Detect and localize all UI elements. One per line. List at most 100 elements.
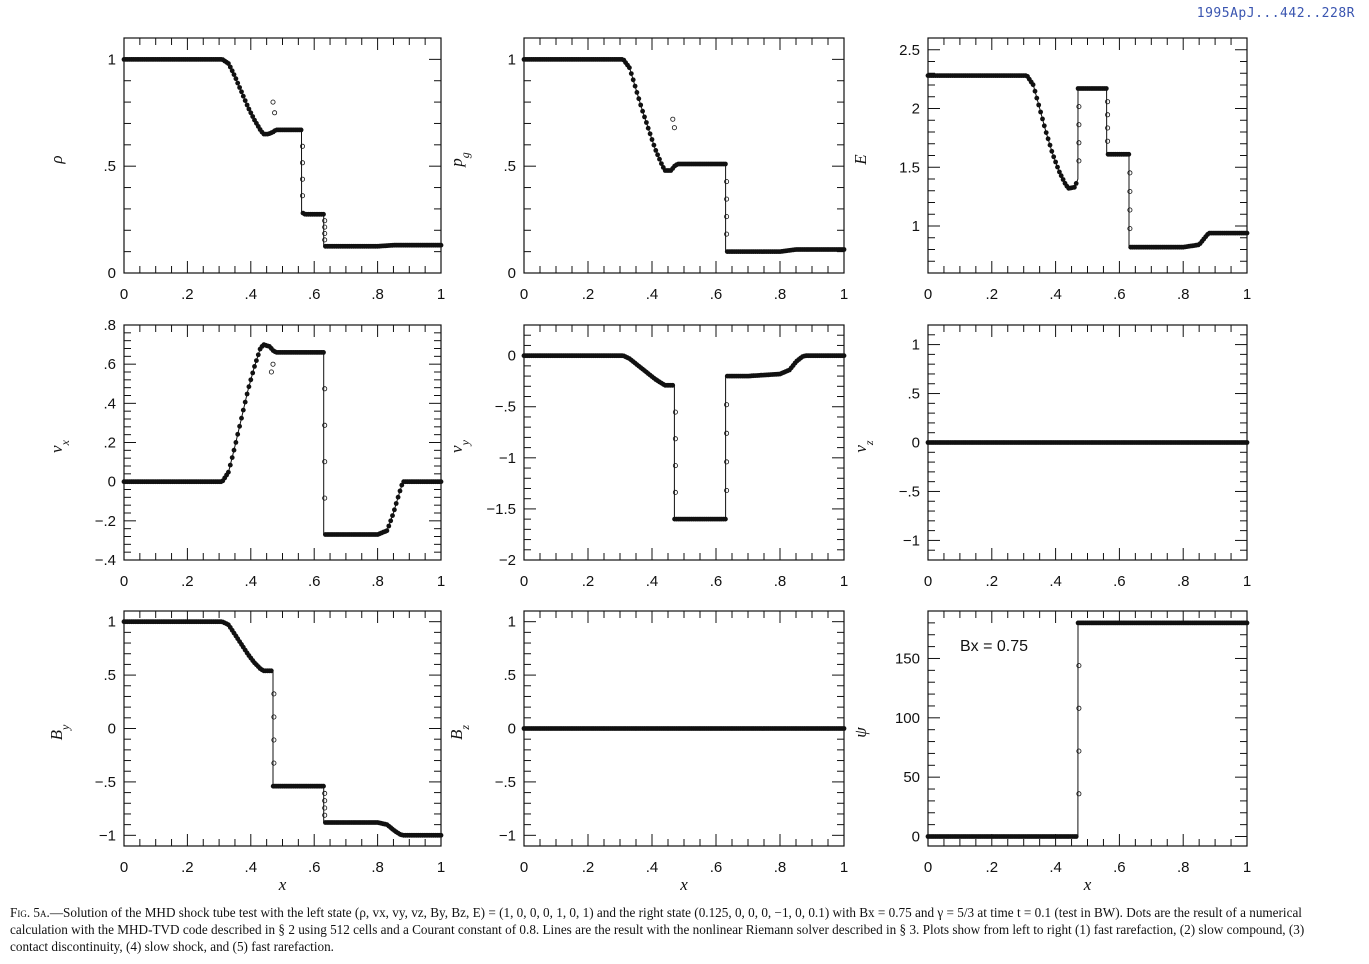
data-point — [642, 114, 647, 120]
data-point — [1049, 148, 1055, 154]
caption-text: —Solution of the MHD shock tube test wit… — [10, 905, 1305, 954]
data-point — [672, 409, 678, 415]
plot-frame — [927, 37, 1248, 274]
y-tick-label: −.4 — [95, 552, 116, 569]
data-point — [672, 436, 678, 442]
y-tick-label: 1 — [912, 337, 920, 354]
x-tick-label: 0 — [924, 859, 932, 876]
data-point — [1127, 170, 1133, 176]
y-tick-label: −.5 — [95, 774, 116, 791]
data-point — [1244, 620, 1250, 626]
tvd-dots — [521, 353, 847, 522]
y-tick-label: 0 — [508, 348, 516, 365]
y-tick-label: −1 — [499, 450, 516, 467]
y-axis-label: E — [851, 154, 870, 166]
riemann-solution-line — [124, 344, 441, 535]
panel-5: 0 .2 .4 .6 .8 1 −2 −1.5 −1 −.5 0 vy — [447, 324, 848, 590]
x-tick-label: 1 — [840, 286, 848, 303]
data-point — [1041, 123, 1047, 129]
data-point — [250, 370, 256, 376]
data-point — [392, 507, 397, 513]
x-tick-label: .2 — [986, 573, 999, 590]
y-tick-label: 0 — [508, 721, 516, 738]
data-point — [671, 125, 677, 131]
data-point — [242, 98, 248, 103]
x-tick-label: 0 — [120, 859, 128, 876]
data-point — [651, 142, 657, 148]
x-tick-label: 1 — [437, 573, 445, 590]
x-tick-label: .2 — [181, 573, 194, 590]
riemann-solution-line — [928, 75, 1247, 248]
data-point — [670, 382, 676, 388]
y-tick-label: 100 — [895, 710, 920, 727]
data-point — [724, 459, 730, 465]
x-tick-label: .2 — [181, 286, 194, 303]
data-point — [1047, 142, 1053, 148]
data-point — [647, 131, 653, 137]
bibcode-stamp: 1995ApJ...442..228R — [1196, 6, 1355, 21]
panel-6: 0 .2 .4 .6 .8 1 −1 −.5 0 .5 1 vz — [851, 324, 1251, 590]
data-point — [322, 812, 328, 818]
y-tick-label: .8 — [103, 317, 116, 334]
x-tick-label: .2 — [582, 286, 595, 303]
data-point — [270, 99, 276, 105]
data-point — [272, 110, 278, 116]
bx-annotation: Bx = 0.75 — [960, 638, 1028, 655]
y-tick-label: 2 — [912, 101, 920, 118]
x-tick-label: 0 — [520, 573, 528, 590]
x-tick-label: .6 — [710, 573, 723, 590]
y-tick-label: 0 — [108, 721, 116, 738]
x-tick-label: .8 — [371, 286, 384, 303]
data-point — [227, 462, 233, 468]
y-tick-label: −1.5 — [486, 501, 516, 518]
data-point — [231, 447, 237, 453]
y-tick-label: −2 — [499, 552, 516, 569]
data-point — [254, 358, 259, 363]
x-tick-label: 1 — [1243, 286, 1251, 303]
data-point — [1073, 834, 1079, 839]
y-tick-label: 0 — [508, 265, 516, 282]
x-tick-label: .6 — [1113, 573, 1126, 590]
data-point — [322, 218, 328, 224]
riemann-solution-line — [124, 58, 441, 247]
x-tick-label: .8 — [371, 859, 384, 876]
data-point — [246, 384, 252, 390]
x-tick-label: .4 — [1049, 859, 1062, 876]
x-tick-label: 0 — [520, 859, 528, 876]
data-point — [322, 805, 328, 811]
data-point — [723, 516, 728, 522]
x-tick-label: .6 — [710, 286, 723, 303]
x-tick-label: .4 — [245, 573, 258, 590]
data-point — [229, 455, 235, 460]
data-point — [393, 501, 399, 506]
y-axis-label: vx — [47, 439, 72, 453]
data-point — [634, 90, 640, 95]
y-tick-label: .5 — [103, 158, 116, 175]
y-tick-label: .5 — [907, 386, 920, 403]
y-tick-label: 2.5 — [899, 42, 920, 59]
data-point — [438, 479, 444, 485]
x-tick-label: .8 — [774, 286, 787, 303]
x-tick-label: .4 — [245, 286, 258, 303]
data-point — [636, 96, 642, 102]
plot-frame — [523, 37, 845, 274]
data-point — [271, 760, 277, 766]
data-point — [299, 176, 305, 182]
data-point — [657, 156, 662, 162]
tvd-dots — [521, 726, 847, 731]
y-tick-label: −.5 — [495, 774, 516, 791]
data-point — [628, 71, 634, 76]
x-tick-label: 1 — [1243, 859, 1251, 876]
data-point — [235, 431, 241, 437]
data-point — [1032, 88, 1038, 94]
x-tick-label: .2 — [986, 286, 999, 303]
y-tick-label: .5 — [503, 667, 516, 684]
figure-panels: 0 .2 .4 .6 .8 1 0 .5 1 ρ 0 .2 .4 .6 .8 1 0 .5 1 pg 0 .2 .4 .6 .8… — [47, 37, 1251, 894]
data-point — [1127, 207, 1133, 213]
riemann-solution-line — [124, 621, 441, 836]
data-point — [226, 61, 231, 66]
data-point — [268, 668, 274, 674]
x-tick-label: .8 — [774, 573, 787, 590]
x-axis-label: x — [679, 875, 688, 894]
x-tick-label: .8 — [1177, 859, 1190, 876]
